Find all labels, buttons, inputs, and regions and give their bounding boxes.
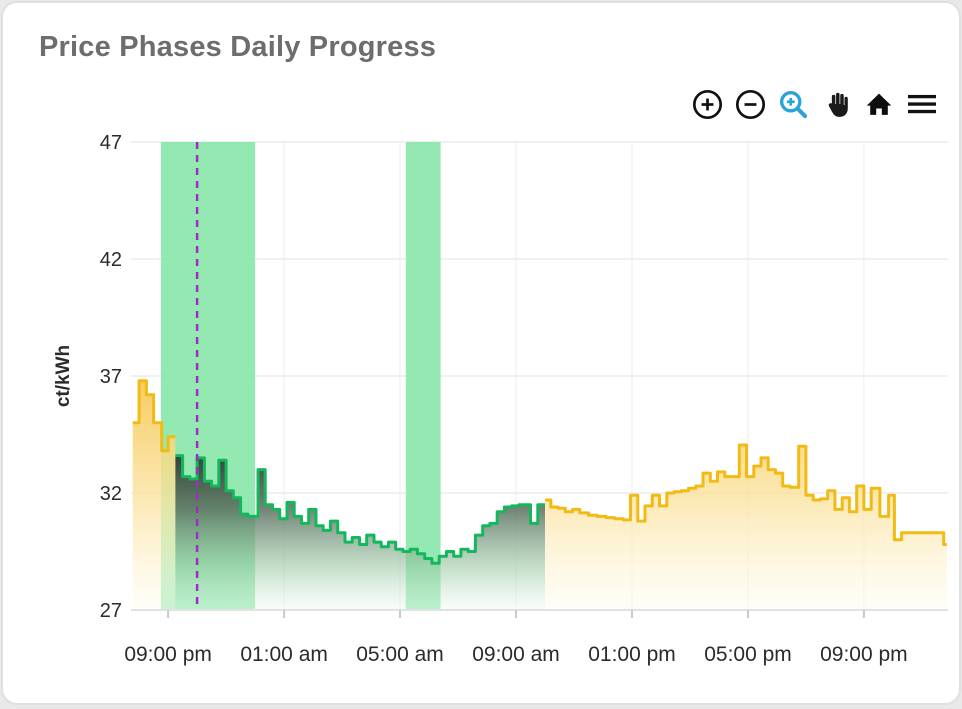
y-tick-label: 27 [100, 600, 122, 622]
price-chart-canvas[interactable]: 09:00 pm 01:00 am 05:00 am 09:00 am 01:00 pm… [3, 3, 962, 709]
axes: 09:00 pm 01:00 am 05:00 am 09:00 am 01:00 pm… [53, 132, 948, 666]
line-yellow [132, 379, 176, 453]
menu-button[interactable] [905, 87, 939, 121]
pan-button[interactable] [819, 87, 853, 121]
chart-title: Price Phases Daily Progress [39, 31, 437, 63]
x-tick-label: 01:00 pm [588, 643, 676, 666]
x-tick-label: 09:00 pm [820, 643, 908, 666]
price-series [132, 379, 947, 610]
x-tick-label: 05:00 pm [704, 643, 792, 666]
line-yellow [545, 443, 947, 546]
x-tick-label: 09:00 am [472, 643, 560, 666]
y-tick-label: 32 [100, 483, 122, 505]
area-yellow [545, 445, 947, 610]
x-tick-label: 09:00 pm [124, 643, 212, 666]
line-green [175, 454, 545, 565]
x-tick-label: 01:00 am [240, 643, 328, 666]
y-tick-label: 47 [100, 132, 122, 154]
zoom-out-icon [735, 89, 766, 120]
y-axis-title: ct/kWh [53, 345, 74, 407]
zoom-in-button[interactable] [690, 87, 724, 121]
home-reset-icon [863, 88, 895, 120]
y-tick-label: 37 [100, 366, 122, 388]
horizontal-gridlines [131, 141, 948, 494]
pan-hand-icon [821, 89, 852, 120]
zoom-out-button[interactable] [733, 87, 767, 121]
zoom-in-icon [692, 89, 723, 120]
chart-toolbar [690, 87, 939, 121]
area-yellow [132, 380, 176, 610]
menu-icon [906, 88, 938, 120]
y-tick-label: 42 [100, 249, 122, 271]
box-zoom-icon [777, 88, 810, 121]
x-tick-label: 05:00 am [356, 643, 444, 666]
home-button[interactable] [862, 87, 896, 121]
area-green [175, 455, 545, 610]
box-zoom-button[interactable] [776, 87, 810, 121]
